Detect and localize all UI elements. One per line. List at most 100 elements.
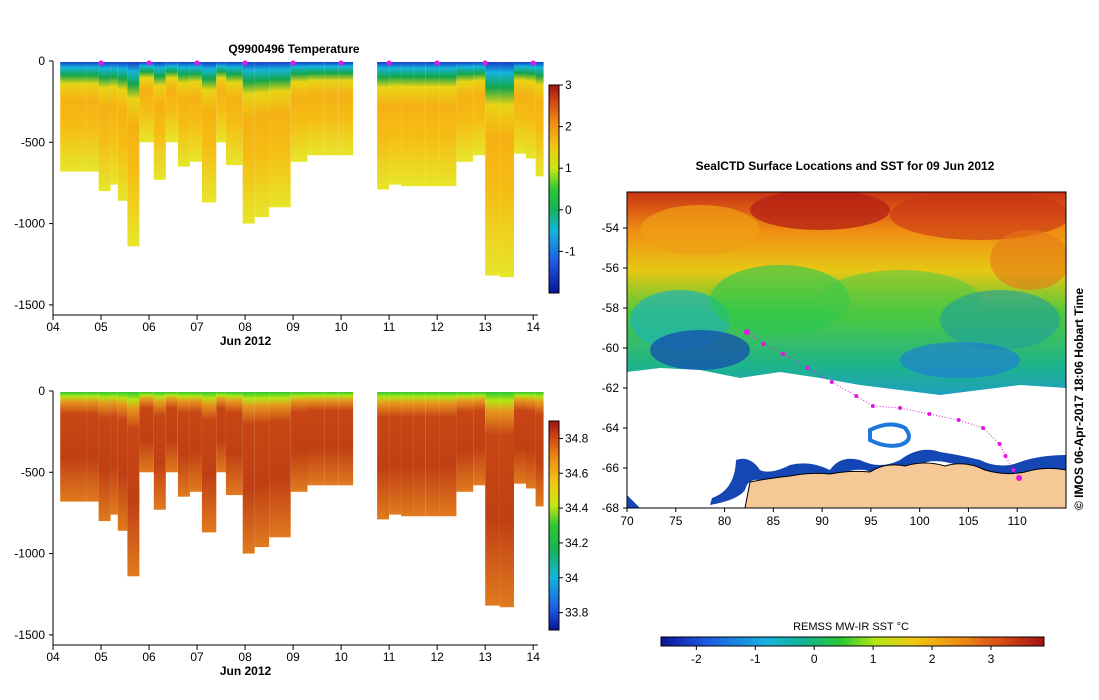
sst-colorbar-tick-label: -1 xyxy=(750,652,761,666)
profile-column xyxy=(216,62,226,143)
map-x-tick-label: 95 xyxy=(864,514,878,528)
colorbar-tick-label: 3 xyxy=(565,78,572,92)
profile-column xyxy=(401,392,414,517)
x-tick-label: 13 xyxy=(478,650,492,664)
track-point xyxy=(1011,468,1016,472)
map-x-tick-label: 80 xyxy=(718,514,732,528)
profile-column xyxy=(389,62,402,185)
x-tick-label: 11 xyxy=(383,320,396,334)
y-tick-label: -1000 xyxy=(14,547,45,561)
map-x-tick-label: 85 xyxy=(767,514,781,528)
profile-column xyxy=(290,392,308,492)
profile-column xyxy=(535,62,544,177)
profile-column xyxy=(269,392,291,538)
profile-column xyxy=(514,62,526,154)
x-tick-label: 12 xyxy=(430,320,444,334)
surface-marker xyxy=(146,60,152,66)
sst-map-axes: 70 75 80 85 90 95 100 105 110 -54 -56 -58 -60 -62 -64 -… xyxy=(602,221,1027,528)
profile-column xyxy=(324,392,339,486)
sst-colorbar-tick-label: 1 xyxy=(870,652,877,666)
profile-column xyxy=(139,62,154,143)
profile-column xyxy=(535,392,544,507)
profile-column xyxy=(201,62,217,203)
salinity-colorbar-ticks: 33.8 34 34.2 34.4 34.6 34.8 xyxy=(559,431,589,620)
track-point xyxy=(1016,475,1023,481)
profile-column xyxy=(165,62,178,143)
surface-marker xyxy=(98,60,104,66)
map-x-tick-label: 70 xyxy=(620,514,634,528)
profile-column xyxy=(526,62,536,159)
surface-marker xyxy=(290,60,296,66)
track-point xyxy=(743,329,750,335)
copyright-label: © IMOS 06-Apr-2017 18:06 Hobart Time xyxy=(1072,288,1086,510)
map-y-tick-label: -64 xyxy=(602,421,620,435)
x-tick-label: 05 xyxy=(94,650,108,664)
surface-marker xyxy=(482,60,488,66)
track-point xyxy=(805,366,810,370)
x-tick-label: 12 xyxy=(430,650,444,664)
profile-column xyxy=(98,62,111,192)
profile-column xyxy=(307,62,325,156)
track-point xyxy=(956,418,961,422)
profile-column xyxy=(389,392,402,515)
y-tick-label: -500 xyxy=(21,465,45,479)
profile-column xyxy=(110,62,118,185)
x-tick-label: 04 xyxy=(46,320,60,334)
map-y-tick-label: -68 xyxy=(602,501,620,515)
sst-colorbar-tick-label: 3 xyxy=(988,652,995,666)
colorbar-tick-label: 2 xyxy=(565,120,572,134)
y-tick-label: 0 xyxy=(38,384,45,398)
profile-column xyxy=(425,392,440,517)
surface-marker xyxy=(338,60,344,66)
track-line xyxy=(746,331,1020,479)
x-tick-label: 09 xyxy=(286,650,300,664)
profile-column xyxy=(473,62,486,156)
temperature-chart-title: Q9900496 Temperature xyxy=(228,42,360,56)
colorbar-tick-label: -1 xyxy=(565,244,576,258)
sst-colorbar-tick-label: 2 xyxy=(929,652,936,666)
sst-colorbar-ticks: -2 -1 0 1 2 3 xyxy=(691,646,995,666)
x-tick-label: 08 xyxy=(238,320,252,334)
map-x-tick-label: 75 xyxy=(669,514,683,528)
colorbar-tick-label: 34 xyxy=(565,571,579,585)
map-x-tick-label: 90 xyxy=(815,514,829,528)
profile-column xyxy=(153,392,166,510)
x-tick-label: 07 xyxy=(190,320,204,334)
profile-column xyxy=(177,392,190,497)
profile-column xyxy=(456,62,474,162)
x-tick-label: 04 xyxy=(46,650,60,664)
map-y-tick-label: -66 xyxy=(602,461,620,475)
profile-column xyxy=(526,392,536,489)
track-point xyxy=(870,404,875,408)
temperature-colorbar xyxy=(548,84,560,294)
x-axis-label: Jun 2012 xyxy=(220,664,272,678)
profile-column xyxy=(425,62,440,187)
profile-column xyxy=(324,62,339,156)
profile-column xyxy=(60,62,87,172)
profile-column xyxy=(189,392,202,492)
profile-column xyxy=(439,62,457,187)
profile-column xyxy=(117,62,128,201)
map-x-tick-label: 105 xyxy=(958,514,978,528)
map-y-tick-label: -58 xyxy=(602,301,620,315)
map-x-tick-label: 100 xyxy=(910,514,930,528)
profile-column xyxy=(485,392,500,606)
sst-colorbar xyxy=(660,636,1045,647)
colorbar-tick-label: 33.8 xyxy=(565,606,589,620)
profile-column xyxy=(225,62,243,166)
surface-marker xyxy=(194,60,200,66)
profile-column xyxy=(338,392,354,486)
profile-column xyxy=(165,392,178,473)
track-point xyxy=(761,342,766,346)
profile-column xyxy=(254,392,270,548)
track-point xyxy=(927,412,932,416)
profile-column xyxy=(401,62,414,187)
sst-colorbar-label: REMSS MW-IR SST °C xyxy=(793,621,909,633)
x-tick-label: 05 xyxy=(94,320,108,334)
x-tick-label: 11 xyxy=(383,650,396,664)
track-point xyxy=(829,380,834,384)
profile-column xyxy=(216,392,226,473)
